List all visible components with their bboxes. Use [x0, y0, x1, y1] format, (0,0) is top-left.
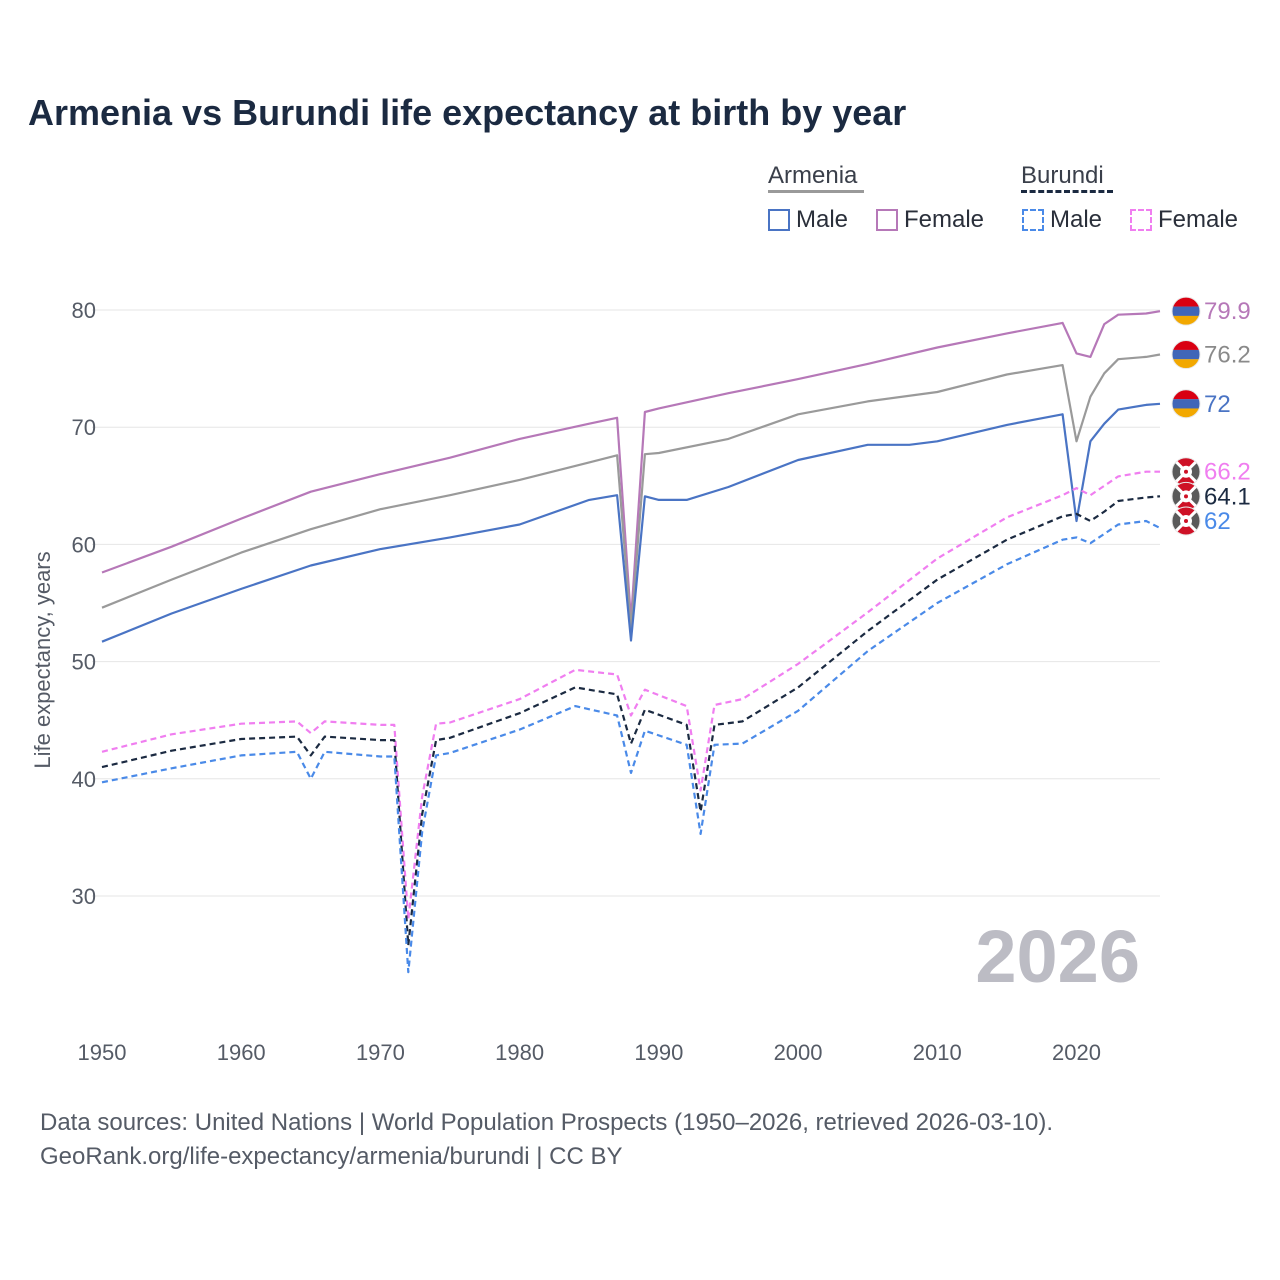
data-sources: Data sources: United Nations | World Pop… — [40, 1106, 1053, 1174]
legend-armenia-male-swatch — [768, 209, 790, 231]
y-tick-label: 50 — [72, 650, 96, 675]
legend-armenia-line — [768, 190, 864, 193]
x-tick-label: 2020 — [1052, 1040, 1101, 1065]
y-tick-label: 80 — [72, 298, 96, 323]
series-line-burundi-total — [101, 495, 1161, 947]
legend-armenia-label: Armenia — [768, 162, 858, 189]
burundi-flag-icon — [1171, 457, 1201, 487]
series-line-armenia-total — [101, 353, 1161, 630]
armenia-flag-icon — [1171, 340, 1201, 370]
sources-line-1: Data sources: United Nations | World Pop… — [40, 1109, 1054, 1136]
y-axis-ticks: 30 40 50 60 70 80 — [72, 298, 96, 909]
armenia-flag-icon — [1171, 296, 1201, 326]
series-end-labels: 79.9 76.2 72 66.264.162 — [1171, 296, 1251, 536]
series-line-armenia-female — [101, 310, 1161, 622]
x-tick-label: 1990 — [634, 1040, 683, 1065]
x-axis-ticks: 1950 1960 1970 1980 1990 2000 2010 2020 — [78, 1040, 1101, 1065]
x-tick-label: 2010 — [913, 1040, 962, 1065]
chart-title: Armenia vs Burundi life expectancy at bi… — [28, 92, 907, 133]
legend-armenia-female[interactable]: Female — [876, 206, 984, 234]
burundi-flag-icon — [1171, 481, 1201, 511]
year-watermark: 2026 — [975, 915, 1140, 998]
x-tick-label: 2000 — [774, 1040, 823, 1065]
series-line-armenia-male — [101, 402, 1161, 643]
legend-burundi-male-label: Male — [1050, 206, 1103, 233]
burundi-flag-icon — [1171, 506, 1201, 536]
end-value-label: 62 — [1204, 508, 1231, 535]
end-value-label: 64.1 — [1204, 483, 1251, 510]
end-value-label: 79.9 — [1204, 298, 1251, 325]
legend-burundi-female-swatch — [1130, 209, 1152, 231]
legend-armenia-female-swatch — [876, 209, 898, 231]
legend-burundi-male-swatch — [1022, 209, 1044, 231]
x-tick-label: 1980 — [495, 1040, 544, 1065]
legend-burundi-female-label: Female — [1158, 206, 1239, 233]
y-axis-label: Life expectancy, years — [30, 551, 55, 768]
legend-burundi-label: Burundi — [1021, 162, 1104, 189]
y-tick-label: 40 — [72, 767, 96, 792]
gridlines — [92, 309, 1160, 897]
y-tick-label: 60 — [72, 532, 96, 557]
x-tick-label: 1970 — [356, 1040, 405, 1065]
legend-burundi-male[interactable]: Male — [1022, 206, 1102, 234]
sources-line-2[interactable]: GeoRank.org/life-expectancy/armenia/buru… — [40, 1143, 623, 1170]
armenia-flag-icon — [1171, 389, 1201, 419]
legend-burundi-female[interactable]: Female — [1130, 206, 1238, 234]
series-line-burundi-female — [101, 470, 1160, 921]
legend-armenia-male-label: Male — [796, 206, 849, 233]
legend-burundi-line — [1021, 190, 1113, 193]
end-value-label: 72 — [1204, 391, 1231, 418]
y-tick-label: 30 — [72, 884, 96, 909]
legend-armenia-male[interactable]: Male — [768, 206, 848, 234]
series-line-burundi-male — [101, 519, 1161, 974]
x-tick-label: 1950 — [78, 1040, 127, 1065]
legend-armenia-female-label: Female — [904, 206, 985, 233]
x-tick-label: 1960 — [217, 1040, 266, 1065]
y-tick-label: 70 — [72, 415, 96, 440]
end-value-label: 76.2 — [1204, 342, 1251, 369]
end-value-label: 66.2 — [1204, 459, 1251, 486]
series-lines — [101, 310, 1161, 974]
